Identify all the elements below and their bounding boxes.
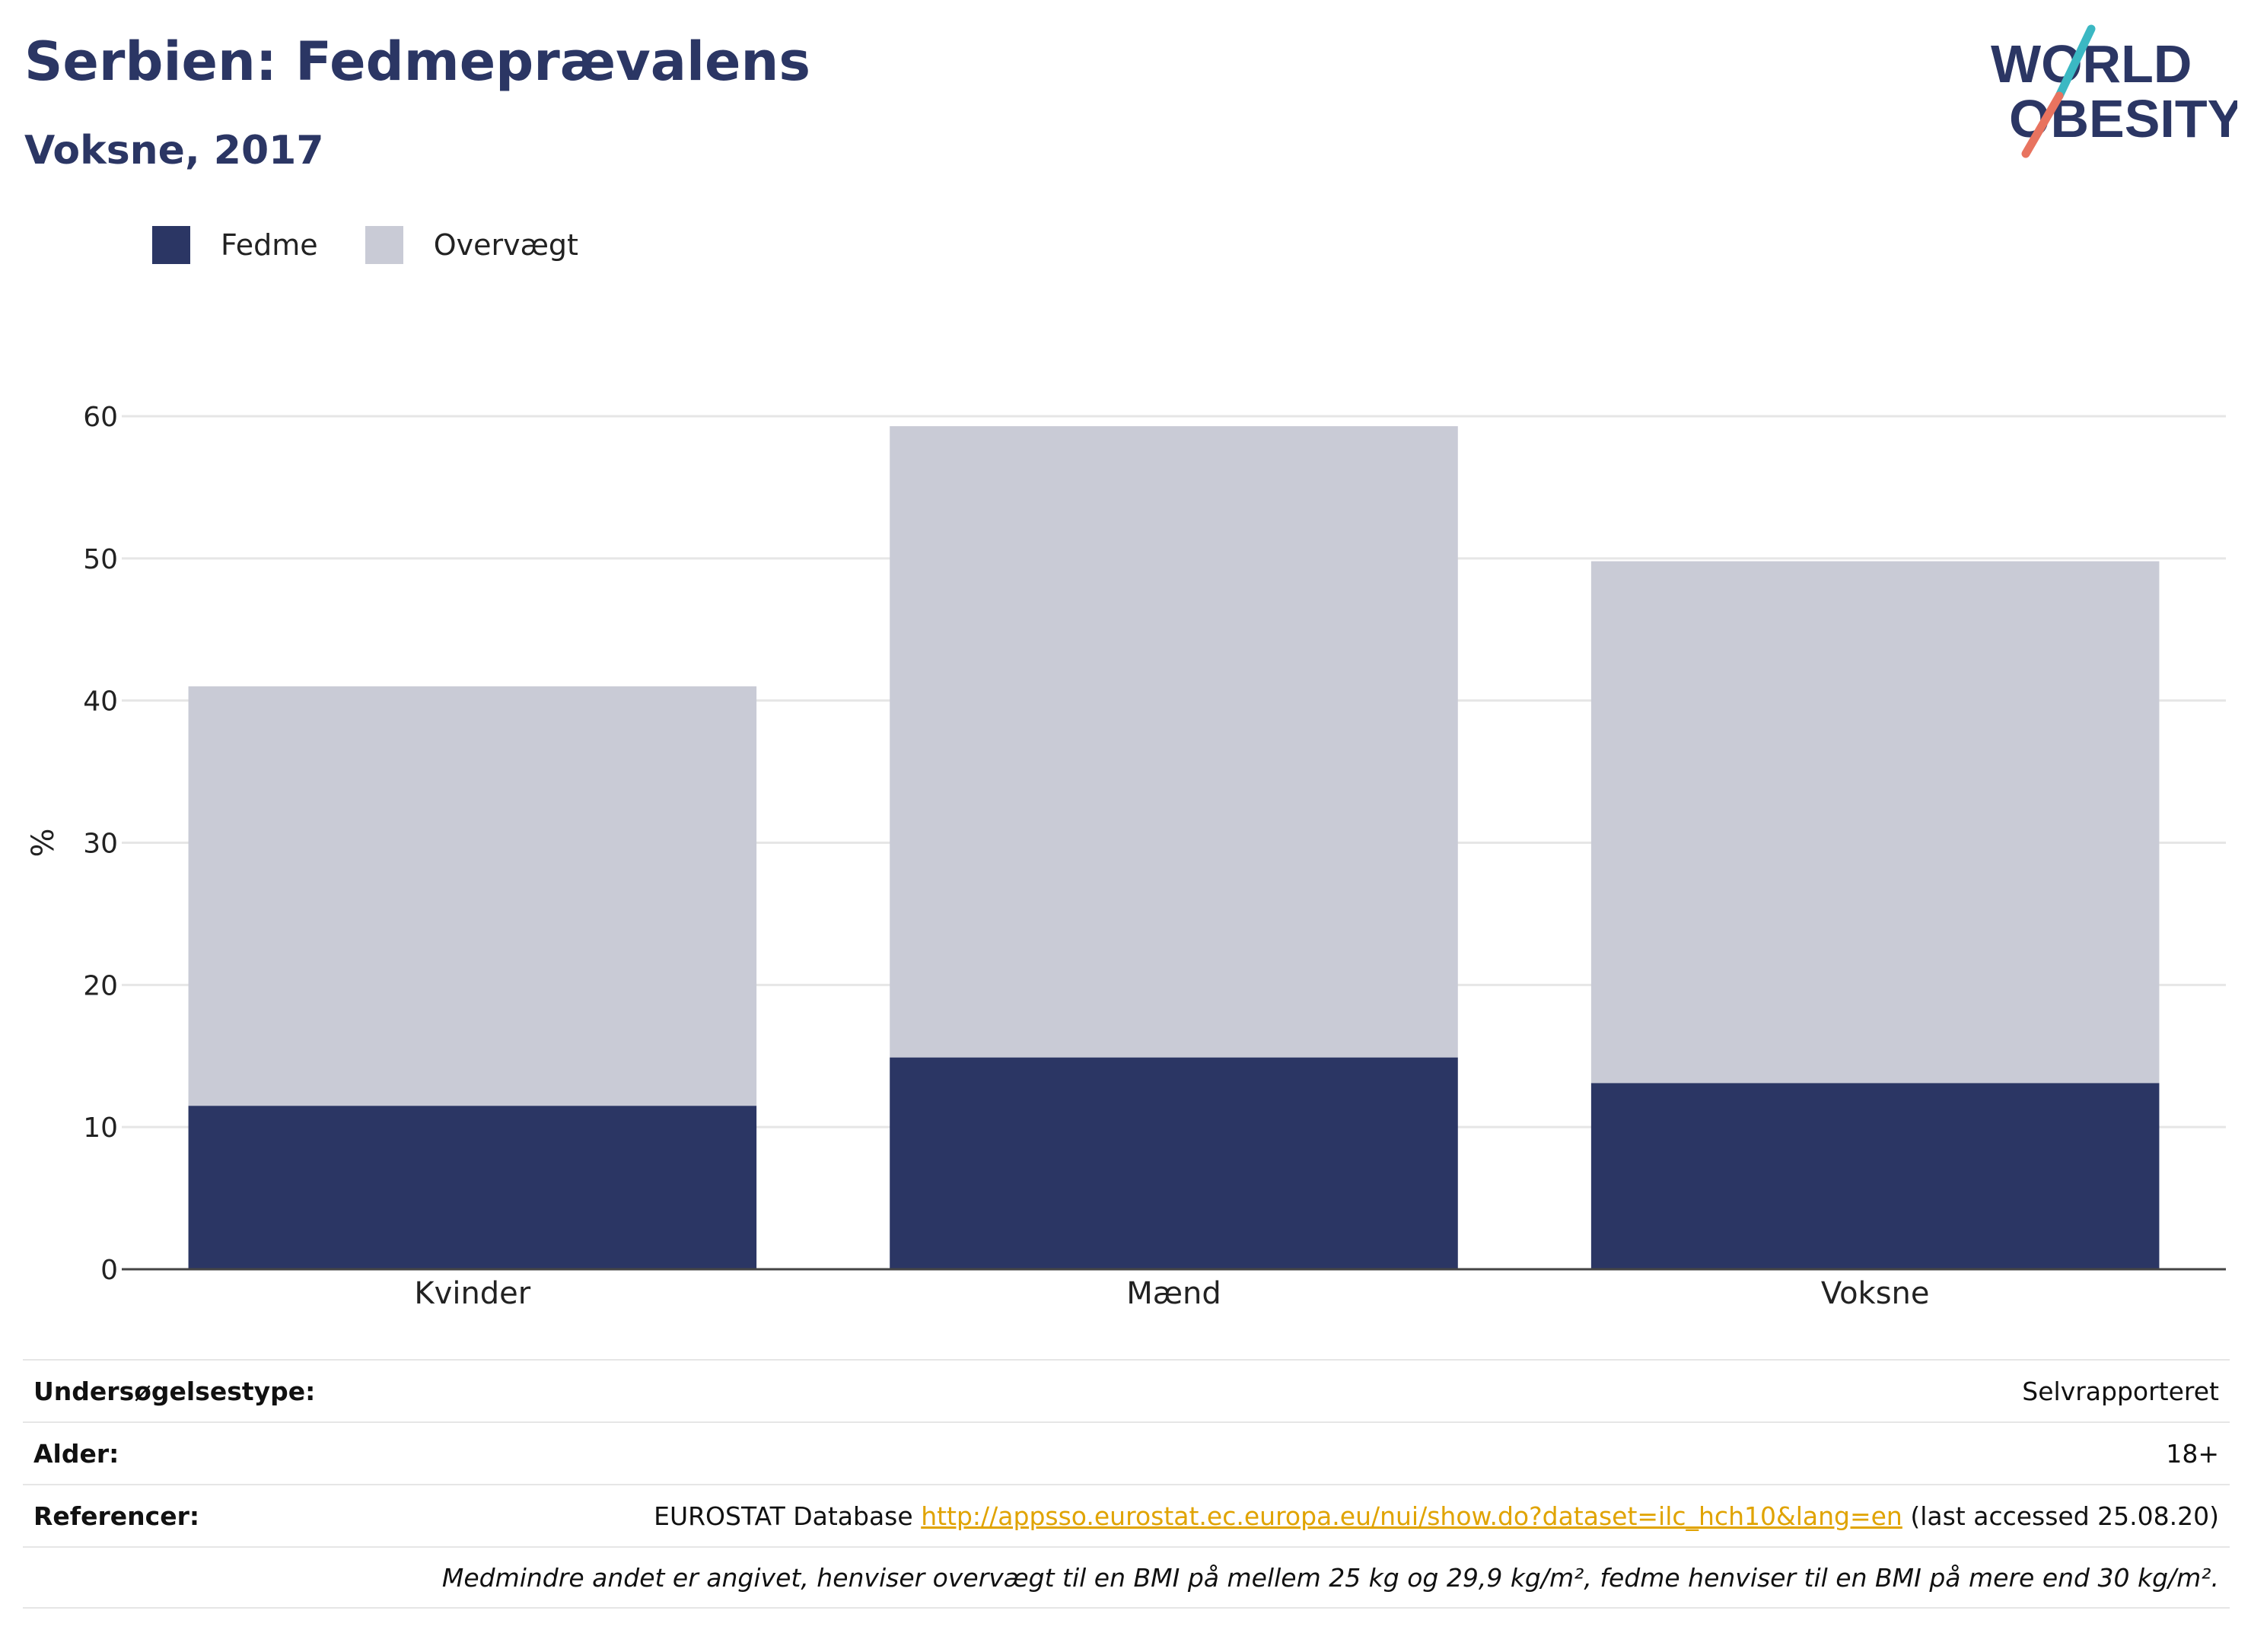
y-tick-label: 50	[83, 544, 118, 575]
y-tick-label: 10	[83, 1112, 118, 1144]
y-axis-title: %	[26, 828, 61, 857]
legend-label-fedme: Fedme	[221, 228, 318, 262]
world-obesity-logo: WORLD OBESITY	[1991, 24, 2237, 158]
legend-swatch-overvaegt	[365, 226, 403, 264]
x-tick-label: Kvinder	[414, 1276, 530, 1311]
bar-fedme	[188, 1106, 757, 1269]
y-tick-label: 60	[83, 402, 118, 433]
logo-line1: WORLD	[1991, 34, 2192, 94]
age-label: Alder:	[33, 1438, 119, 1469]
definition-note: Medmindre andet er angivet, henviser ove…	[441, 1562, 2219, 1593]
bar-overvaegt	[188, 686, 757, 1106]
survey-type-value: Selvrapporteret	[2022, 1376, 2219, 1406]
y-tick-label: 40	[83, 686, 118, 718]
references-label: Referencer:	[33, 1501, 200, 1531]
references-value: EUROSTAT Database http://appsso.eurostat…	[654, 1501, 2219, 1531]
bar-fedme	[890, 1057, 1458, 1269]
reference-source: EUROSTAT Database	[654, 1501, 913, 1531]
bar-overvaegt	[890, 426, 1458, 1058]
y-tick-label: 20	[83, 970, 118, 1001]
stacked-bar-chart: 0 10 20 30 40 50 60% Kvinder Mænd Voksne	[26, 402, 2226, 1311]
legend-swatch-fedme	[152, 226, 190, 264]
info-row-references: Referencer: EUROSTAT Database http://app…	[23, 1484, 2230, 1546]
x-tick-label: Mænd	[1126, 1276, 1221, 1311]
x-tick-label: Voksne	[1821, 1276, 1930, 1311]
y-tick-label: 30	[83, 829, 118, 860]
page-subtitle: Voksne, 2017	[24, 128, 324, 173]
logo-coral-stroke	[2021, 91, 2064, 158]
logo-teal-stroke	[2055, 24, 2096, 100]
info-row-note: Medmindre andet er angivet, henviser ove…	[23, 1546, 2230, 1609]
info-row-age: Alder: 18+	[23, 1421, 2230, 1484]
chart-legend: Fedme Overvægt	[152, 225, 626, 265]
age-value: 18+	[2166, 1438, 2219, 1469]
legend-item-overvaegt: Overvægt	[365, 226, 578, 264]
survey-type-label: Undersøgelsestype:	[33, 1376, 316, 1406]
bar-fedme	[1590, 1083, 2160, 1269]
reference-link[interactable]: http://appsso.eurostat.ec.europa.eu/nui/…	[921, 1501, 1902, 1531]
info-table: Undersøgelsestype: Selvrapporteret Alder…	[23, 1359, 2230, 1609]
page-title: Serbien: Fedmeprævalens	[24, 30, 810, 93]
y-tick-label: 0	[100, 1255, 118, 1286]
info-row-survey: Undersøgelsestype: Selvrapporteret	[23, 1359, 2230, 1421]
bar-overvaegt	[1590, 561, 2160, 1084]
reference-accessed: (last accessed 25.08.20)	[1910, 1501, 2219, 1531]
legend-item-fedme: Fedme	[152, 226, 318, 264]
legend-label-overvaegt: Overvægt	[433, 228, 578, 262]
